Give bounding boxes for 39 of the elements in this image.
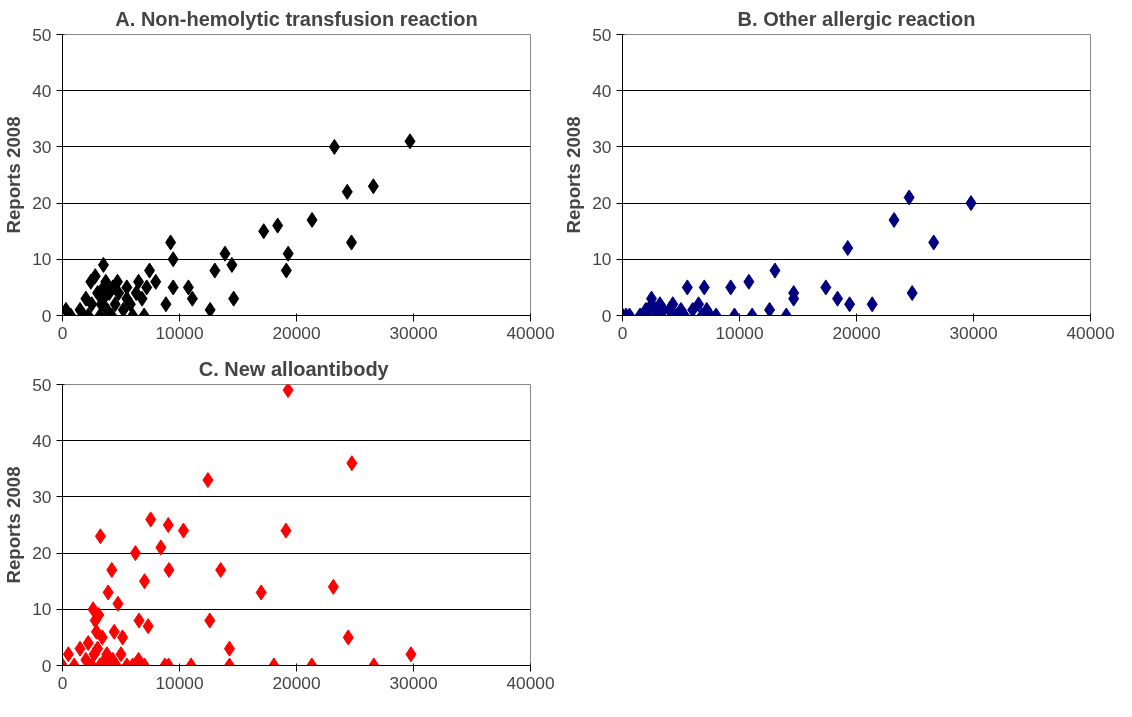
y-axis-title: Reports 2008 [563, 116, 585, 234]
x-tick-label: 0 [57, 322, 68, 343]
y-tick-label: 40 [592, 80, 612, 101]
x-tick-label: 30000 [389, 672, 438, 693]
y-tick-label: 0 [41, 655, 52, 676]
x-tick-label: 0 [57, 672, 68, 693]
y-tick-label: 40 [32, 80, 52, 101]
y-tick-label: 10 [32, 599, 52, 620]
x-tick-label: 40000 [1066, 322, 1115, 343]
x-tick-label: 40000 [506, 672, 555, 693]
y-tick-label: 10 [592, 249, 612, 270]
chart-title: C. New alloantibody [198, 357, 390, 380]
y-tick-label: 30 [32, 136, 52, 157]
x-tick-label: 20000 [272, 672, 321, 693]
x-tick-label: 10000 [155, 322, 204, 343]
y-axis-title: Reports 2008 [3, 466, 25, 584]
y-tick-label: 30 [32, 486, 52, 507]
x-tick-label: 30000 [389, 322, 438, 343]
y-tick-label: 30 [592, 136, 612, 157]
y-tick-label: 40 [32, 430, 52, 451]
y-tick-label: 50 [32, 24, 52, 45]
chart-title: A. Non-hemolytic transfusion reaction [115, 7, 478, 30]
y-tick-label: 10 [32, 249, 52, 270]
x-tick-label: 10000 [155, 672, 204, 693]
y-axis-title: Reports 2008 [3, 116, 25, 234]
x-tick-label: 20000 [272, 322, 321, 343]
y-tick-label: 20 [32, 193, 52, 214]
y-tick-label: 20 [32, 543, 52, 564]
x-tick-label: 0 [617, 322, 628, 343]
y-tick-label: 50 [592, 24, 612, 45]
y-tick-label: 20 [592, 193, 612, 214]
x-tick-label: 30000 [949, 322, 998, 343]
y-tick-label: 50 [32, 374, 52, 395]
y-tick-label: 0 [41, 305, 52, 326]
y-tick-label: 0 [601, 305, 612, 326]
x-tick-label: 10000 [715, 322, 764, 343]
chart-title: B. Other allergic reaction [737, 7, 976, 30]
x-tick-label: 40000 [506, 322, 555, 343]
x-tick-label: 20000 [832, 322, 881, 343]
